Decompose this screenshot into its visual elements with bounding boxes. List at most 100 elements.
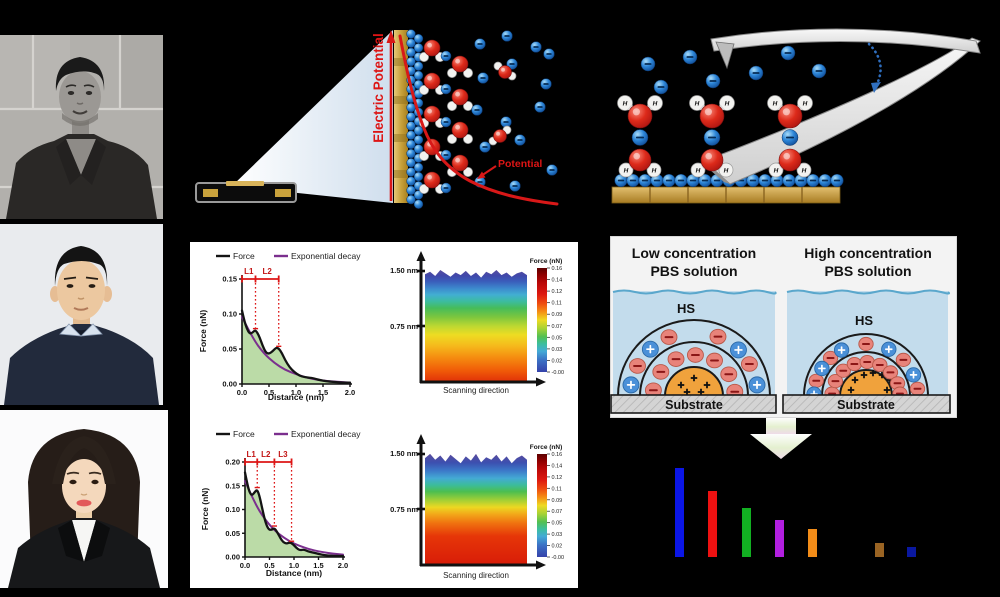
- hydrogen-atom: [618, 162, 634, 178]
- bar: [775, 520, 784, 557]
- y-tick-label: 0.05: [225, 529, 240, 538]
- potential-curve-label: Potential: [498, 158, 542, 170]
- minus-sign: [839, 369, 848, 372]
- cb-tick-label: 0.07: [552, 509, 563, 515]
- x-tick-label: 1.0: [291, 388, 301, 397]
- cb-tick-label: 0.09: [552, 312, 563, 318]
- cb-tick-label: 0.09: [552, 498, 563, 504]
- ion: [406, 102, 416, 113]
- oxygen-atom: [451, 154, 469, 172]
- cantilever-arm: [710, 28, 981, 54]
- substrate-label-left: Substrate: [665, 398, 723, 412]
- oxygen-atom: [627, 103, 653, 129]
- ion: [406, 158, 416, 168]
- gold-electrode: [394, 30, 408, 203]
- gloss: [705, 152, 712, 160]
- surface-plus: [889, 376, 891, 384]
- oxygen-atom: [699, 103, 725, 129]
- minus-sign: [724, 373, 734, 376]
- minus-sign: [862, 343, 870, 345]
- force-curve: [243, 471, 345, 558]
- minus-sign: [812, 379, 821, 382]
- gloss: [455, 124, 460, 130]
- force-curve: [240, 309, 352, 384]
- minus-sign: [677, 179, 685, 182]
- inner-shell-arc: [821, 351, 911, 397]
- minus-sign: [828, 392, 837, 395]
- y-tick-label: 0.00: [225, 553, 240, 562]
- hydrogen-label: H: [652, 167, 657, 174]
- x-tick-label: 0.0: [240, 561, 250, 570]
- cb-tick-label: 0.05: [552, 335, 563, 341]
- cb-tick-label: 0.05: [552, 521, 563, 527]
- colorbar-low-title: Force (nN): [530, 258, 563, 265]
- minus-sign: [636, 136, 644, 139]
- minus-sign: [533, 46, 539, 48]
- electrode-stripe: [394, 134, 408, 142]
- ion: [413, 33, 424, 44]
- arrowhead-icon: [416, 434, 426, 444]
- map-low-xlabel: Scanning direction: [443, 386, 509, 395]
- hydrogen-label: H: [695, 100, 700, 107]
- hydrogen-label: H: [724, 167, 729, 174]
- surface-plus: [693, 374, 695, 382]
- minus-sign: [826, 356, 835, 359]
- cb-tick-label: 0.07: [552, 324, 563, 330]
- pbs-comparison-panel: Low concentration PBS solution High conc…: [610, 236, 957, 418]
- ion: [413, 70, 424, 81]
- hydrogen-atom: [447, 68, 457, 78]
- force-map-low: 0.16 0.14 0.12 0.11 0.09 0.07 0.05 0.03 0.02 -0.0…: [416, 251, 564, 387]
- chip-gold-pad: [203, 189, 218, 197]
- y-tick-label: 0.05: [222, 345, 237, 354]
- y-tick-label: 0.00: [222, 380, 237, 389]
- y-tick-label: 0.20: [225, 458, 240, 467]
- minus-sign: [443, 121, 449, 123]
- water-surface-wave: [612, 289, 777, 295]
- colorbar-high-title: Force (nN): [530, 444, 563, 451]
- gloss: [501, 67, 505, 72]
- ion: [406, 185, 416, 196]
- ion: [406, 139, 416, 150]
- area-fill: [242, 310, 350, 384]
- minus-sign: [850, 363, 859, 366]
- minus-sign: [443, 55, 449, 57]
- minus-sign: [443, 88, 449, 90]
- hydrogen-atom: [419, 52, 429, 62]
- hydrogen-label: H: [773, 100, 778, 107]
- cb-tick-label: -0.00: [552, 555, 565, 561]
- minus-sign: [691, 354, 700, 357]
- minus-sign: [821, 179, 829, 182]
- hydrogen-atom: [796, 162, 812, 178]
- x-tick-label: 1.5: [318, 388, 328, 397]
- oxygen-atom: [778, 148, 802, 172]
- minus-sign: [710, 359, 719, 362]
- cb-tick-label: 0.11: [552, 486, 562, 492]
- ion: [406, 112, 416, 122]
- stone-tile: [120, 35, 163, 109]
- minus-sign: [831, 380, 840, 383]
- hydrogen-label: H: [774, 167, 779, 174]
- marker-label: L2: [261, 450, 271, 459]
- bar: [808, 529, 817, 557]
- x-tick-label: 1.5: [313, 561, 323, 570]
- minus-sign: [633, 364, 642, 367]
- gloss: [427, 42, 432, 48]
- low-conc-title-1: Low concentration: [632, 245, 756, 261]
- oscillation-arrow: [867, 42, 882, 86]
- charged-particle: [663, 366, 725, 397]
- hydrogen-label: H: [802, 167, 807, 174]
- cb-tick-label: 0.16: [552, 452, 563, 458]
- cb-tick-label: 0.02: [552, 358, 563, 364]
- oxygen-atom: [423, 39, 441, 57]
- hydrogen-atom: [647, 95, 663, 111]
- substrate-label-right: Substrate: [837, 398, 895, 412]
- minus-sign: [745, 363, 754, 365]
- oxygen-atom: [700, 148, 724, 172]
- oxygen-atom: [423, 72, 441, 90]
- minus-sign: [629, 179, 637, 182]
- minus-sign: [543, 83, 549, 85]
- map-high-0p75-label: 0.75 nm: [390, 505, 418, 514]
- minus-sign: [689, 179, 697, 182]
- minus-sign: [833, 179, 841, 182]
